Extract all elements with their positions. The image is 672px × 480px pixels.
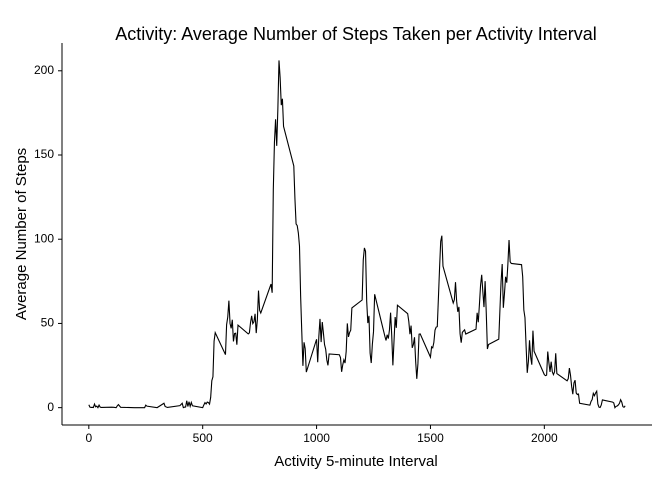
x-tick-label: 1000 — [303, 431, 330, 445]
y-tick-label: 150 — [34, 147, 54, 161]
x-tick-label: 500 — [193, 431, 213, 445]
x-tick-label: 2000 — [531, 431, 558, 445]
data-line — [88, 60, 626, 409]
x-tick-label: 1500 — [417, 431, 444, 445]
x-axis-label: Activity 5-minute Interval — [274, 453, 437, 470]
y-axis-label: Average Number of Steps — [13, 148, 30, 320]
y-tick-label: 100 — [34, 231, 54, 245]
y-tick-label: 50 — [41, 316, 55, 330]
y-tick-label: 200 — [34, 63, 54, 77]
y-tick-label: 0 — [47, 400, 54, 414]
chart-title: Activity: Average Number of Steps Taken … — [115, 24, 597, 44]
x-tick-label: 0 — [85, 431, 92, 445]
